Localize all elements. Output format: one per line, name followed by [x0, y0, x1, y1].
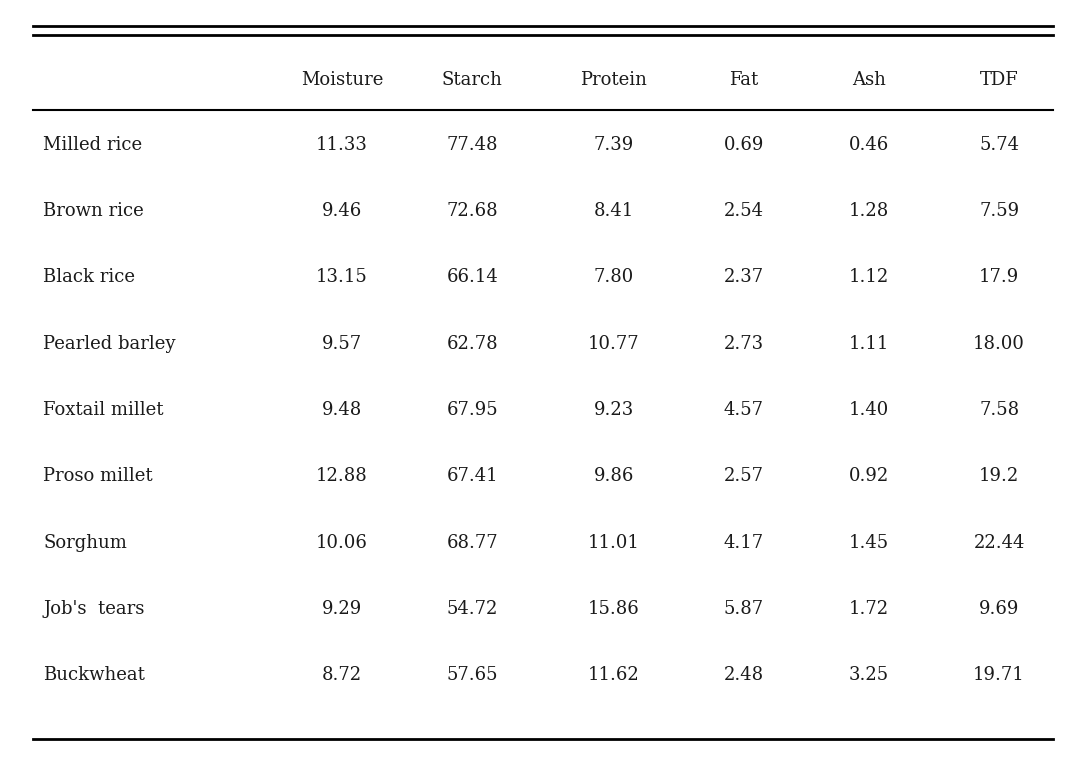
Text: 1.45: 1.45 — [849, 533, 888, 552]
Text: 68.77: 68.77 — [446, 533, 498, 552]
Text: 8.41: 8.41 — [593, 202, 634, 220]
Text: 18.00: 18.00 — [973, 335, 1025, 353]
Text: 2.48: 2.48 — [724, 666, 763, 684]
Text: Fat: Fat — [730, 71, 758, 89]
Text: TDF: TDF — [980, 71, 1019, 89]
Text: 11.01: 11.01 — [588, 533, 640, 552]
Text: Pearled barley: Pearled barley — [43, 335, 176, 353]
Text: 9.57: 9.57 — [323, 335, 362, 353]
Text: 1.12: 1.12 — [848, 268, 889, 287]
Text: Buckwheat: Buckwheat — [43, 666, 146, 684]
Text: 1.40: 1.40 — [848, 401, 889, 419]
Text: 2.57: 2.57 — [724, 467, 763, 485]
Text: 77.48: 77.48 — [446, 136, 498, 154]
Text: 7.58: 7.58 — [980, 401, 1019, 419]
Text: Milled rice: Milled rice — [43, 136, 142, 154]
Text: 4.57: 4.57 — [724, 401, 763, 419]
Text: 67.41: 67.41 — [446, 467, 498, 485]
Text: 62.78: 62.78 — [446, 335, 498, 353]
Text: Sorghum: Sorghum — [43, 533, 127, 552]
Text: Protein: Protein — [580, 71, 647, 89]
Text: Ash: Ash — [851, 71, 886, 89]
Text: 9.86: 9.86 — [593, 467, 634, 485]
Text: 10.06: 10.06 — [316, 533, 368, 552]
Text: Moisture: Moisture — [301, 71, 383, 89]
Text: 11.62: 11.62 — [588, 666, 640, 684]
Text: 2.73: 2.73 — [724, 335, 763, 353]
Text: 5.87: 5.87 — [724, 600, 763, 618]
Text: Brown rice: Brown rice — [43, 202, 144, 220]
Text: 9.29: 9.29 — [321, 600, 363, 618]
Text: 13.15: 13.15 — [316, 268, 368, 287]
Text: 57.65: 57.65 — [446, 666, 498, 684]
Text: 1.11: 1.11 — [848, 335, 889, 353]
Text: 11.33: 11.33 — [316, 136, 368, 154]
Text: 7.80: 7.80 — [593, 268, 634, 287]
Text: 12.88: 12.88 — [316, 467, 368, 485]
Text: 54.72: 54.72 — [446, 600, 498, 618]
Text: 67.95: 67.95 — [446, 401, 498, 419]
Text: 2.54: 2.54 — [724, 202, 763, 220]
Text: 10.77: 10.77 — [588, 335, 640, 353]
Text: 15.86: 15.86 — [588, 600, 640, 618]
Text: Proso millet: Proso millet — [43, 467, 153, 485]
Text: 0.69: 0.69 — [723, 136, 765, 154]
Text: 3.25: 3.25 — [849, 666, 888, 684]
Text: 0.92: 0.92 — [848, 467, 889, 485]
Text: 7.39: 7.39 — [593, 136, 634, 154]
Text: 19.2: 19.2 — [978, 467, 1020, 485]
Text: 7.59: 7.59 — [980, 202, 1019, 220]
Text: 17.9: 17.9 — [978, 268, 1020, 287]
Text: Starch: Starch — [442, 71, 503, 89]
Text: 1.28: 1.28 — [848, 202, 889, 220]
Text: 0.46: 0.46 — [848, 136, 889, 154]
Text: 9.23: 9.23 — [593, 401, 634, 419]
Text: 72.68: 72.68 — [446, 202, 498, 220]
Text: 9.46: 9.46 — [321, 202, 363, 220]
Text: 22.44: 22.44 — [973, 533, 1025, 552]
Text: 8.72: 8.72 — [323, 666, 362, 684]
Text: 5.74: 5.74 — [980, 136, 1019, 154]
Text: 66.14: 66.14 — [446, 268, 498, 287]
Text: 19.71: 19.71 — [973, 666, 1025, 684]
Text: 9.48: 9.48 — [321, 401, 363, 419]
Text: Job's  tears: Job's tears — [43, 600, 144, 618]
Text: 1.72: 1.72 — [849, 600, 888, 618]
Text: Black rice: Black rice — [43, 268, 136, 287]
Text: 4.17: 4.17 — [724, 533, 763, 552]
Text: 9.69: 9.69 — [978, 600, 1020, 618]
Text: 2.37: 2.37 — [724, 268, 763, 287]
Text: Foxtail millet: Foxtail millet — [43, 401, 164, 419]
